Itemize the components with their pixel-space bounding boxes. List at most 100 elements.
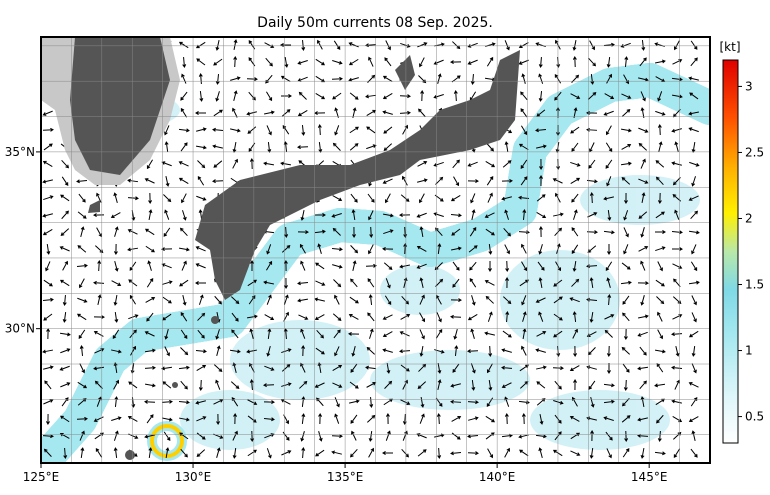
current-arrow xyxy=(334,413,340,424)
current-arrow xyxy=(266,346,271,357)
current-arrow xyxy=(521,261,528,272)
current-arrow xyxy=(606,345,611,357)
current-arrow xyxy=(671,332,683,337)
current-arrow xyxy=(535,128,547,133)
current-arrow xyxy=(504,447,511,458)
current-arrow xyxy=(691,345,696,357)
current-arrow xyxy=(60,228,70,236)
current-arrow xyxy=(43,313,53,321)
current-arrow xyxy=(280,94,292,98)
current-arrow xyxy=(637,281,649,286)
current-arrow xyxy=(658,141,663,152)
current-arrow xyxy=(247,126,257,134)
current-arrow xyxy=(164,346,170,357)
x-tick-label: 125°E xyxy=(23,470,60,484)
current-arrow xyxy=(604,314,615,320)
current-arrow xyxy=(314,297,325,302)
current-arrow xyxy=(571,278,580,287)
current-arrow xyxy=(179,279,189,287)
current-arrow xyxy=(230,128,241,133)
current-arrow xyxy=(586,297,598,302)
current-arrow xyxy=(162,296,172,304)
current-arrow xyxy=(538,226,543,238)
current-arrow xyxy=(538,90,543,102)
current-arrow xyxy=(59,246,70,252)
current-arrow xyxy=(572,328,578,339)
current-arrow xyxy=(316,329,324,339)
current-arrow xyxy=(297,281,309,286)
current-arrow xyxy=(522,209,527,221)
current-arrow xyxy=(42,229,53,236)
current-arrow xyxy=(144,434,155,439)
current-arrow xyxy=(161,263,172,269)
current-arrow xyxy=(654,59,666,64)
x-tick-label: 130°E xyxy=(175,470,212,484)
current-arrow xyxy=(315,75,326,83)
current-arrow xyxy=(419,294,425,305)
current-arrow xyxy=(297,298,309,303)
current-arrow xyxy=(589,142,595,153)
current-arrow xyxy=(246,77,258,82)
current-arrow xyxy=(315,92,326,100)
current-arrow xyxy=(114,261,119,272)
current-arrow xyxy=(622,363,630,373)
current-arrow xyxy=(181,73,187,84)
current-arrow xyxy=(605,159,613,169)
current-arrow xyxy=(569,415,580,422)
current-arrow xyxy=(453,329,458,340)
current-arrow xyxy=(111,416,122,421)
colorbar-unit: [kt] xyxy=(719,40,740,54)
current-arrow xyxy=(417,178,428,183)
current-arrow xyxy=(416,263,427,269)
current-arrow xyxy=(623,328,628,340)
current-arrow xyxy=(453,176,460,187)
current-arrow xyxy=(180,347,189,356)
current-arrow xyxy=(536,212,547,219)
current-arrow xyxy=(62,260,69,271)
current-arrow xyxy=(111,349,122,354)
current-arrow xyxy=(640,260,646,271)
current-arrow xyxy=(331,434,343,439)
current-arrow xyxy=(332,313,342,321)
current-arrow xyxy=(471,295,476,306)
current-arrow xyxy=(503,296,512,305)
current-arrow xyxy=(570,93,581,99)
current-arrow xyxy=(607,362,611,374)
current-arrow xyxy=(586,331,597,338)
current-arrow xyxy=(180,312,188,322)
current-arrow xyxy=(195,111,207,115)
current-arrow xyxy=(454,345,459,357)
current-arrow xyxy=(46,328,51,340)
current-arrow xyxy=(78,278,85,289)
current-arrow xyxy=(436,312,442,323)
current-arrow xyxy=(671,247,683,252)
current-arrow xyxy=(621,108,631,117)
current-arrow xyxy=(42,297,54,302)
current-arrow xyxy=(369,328,374,339)
current-arrow xyxy=(671,399,682,404)
current-arrow xyxy=(297,110,308,117)
current-arrow xyxy=(266,294,272,305)
current-arrow xyxy=(604,93,615,100)
current-arrow xyxy=(113,294,118,306)
current-arrow xyxy=(657,124,662,136)
current-arrow xyxy=(79,345,84,357)
current-arrow xyxy=(178,41,189,49)
current-arrow xyxy=(301,345,306,357)
current-arrow xyxy=(383,126,393,134)
current-arrow xyxy=(196,416,207,422)
current-arrow xyxy=(265,74,273,84)
current-arrow xyxy=(467,42,478,48)
current-arrow xyxy=(605,431,613,441)
current-arrow xyxy=(571,244,579,255)
current-arrow xyxy=(263,280,275,285)
current-arrow xyxy=(488,345,493,357)
current-arrow xyxy=(182,210,187,221)
current-arrow xyxy=(467,451,479,456)
current-arrow xyxy=(451,228,461,236)
current-arrow xyxy=(671,161,682,166)
current-arrow xyxy=(641,192,646,204)
current-arrow xyxy=(316,39,323,50)
current-arrow xyxy=(334,107,339,118)
current-arrow xyxy=(163,194,172,203)
